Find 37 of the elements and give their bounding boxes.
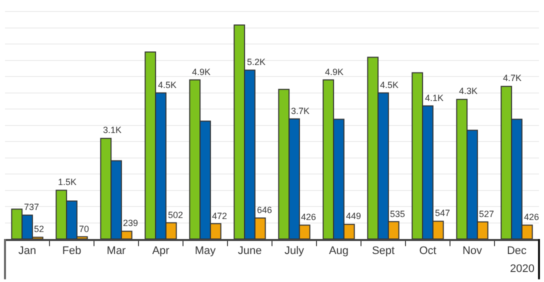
data-label: 70	[79, 224, 90, 234]
x-tick-label: Sept	[372, 245, 395, 258]
data-label: 4.7K	[503, 73, 522, 83]
x-tick-label: Feb	[62, 245, 82, 258]
data-label: 3.7K	[291, 106, 310, 116]
data-label: 426	[301, 212, 316, 222]
data-label: 4.3K	[459, 86, 478, 96]
data-label: 449	[346, 211, 362, 221]
x-tick-label: Mar	[106, 245, 126, 258]
x-tick-label: June	[238, 245, 262, 258]
data-label: 547	[435, 208, 450, 218]
data-label: 4.5K	[380, 80, 399, 90]
data-label: 527	[479, 209, 494, 219]
x-tick-label: May	[194, 245, 216, 258]
data-label: 535	[390, 209, 406, 219]
data-label: 5.2K	[247, 57, 266, 67]
data-label: 1.5K	[58, 177, 77, 187]
x-tick-label: Apr	[152, 245, 170, 258]
data-label: 239	[123, 218, 138, 228]
x-tick-label: July	[284, 245, 305, 258]
x-tick-label: Jan	[18, 245, 36, 258]
data-label: 4.1K	[425, 93, 444, 103]
x-tick-label: Aug	[328, 245, 349, 258]
data-label: 472	[212, 211, 228, 221]
data-label: 737	[24, 202, 40, 212]
text: 2020	[510, 263, 534, 275]
data-label: 646	[257, 205, 272, 215]
x-tick-label: Nov	[462, 245, 483, 258]
data-label: 4.9K	[192, 67, 211, 77]
data-label: 52	[34, 224, 44, 234]
x-tick-label: Oct	[419, 245, 436, 258]
data-label: 426	[524, 212, 540, 222]
x-tick-label: Dec	[506, 245, 528, 258]
data-label: 4.9K	[325, 67, 344, 77]
data-label: 502	[168, 210, 184, 220]
data-label: 3.1K	[103, 125, 122, 135]
data-label: 4.5K	[158, 80, 177, 90]
